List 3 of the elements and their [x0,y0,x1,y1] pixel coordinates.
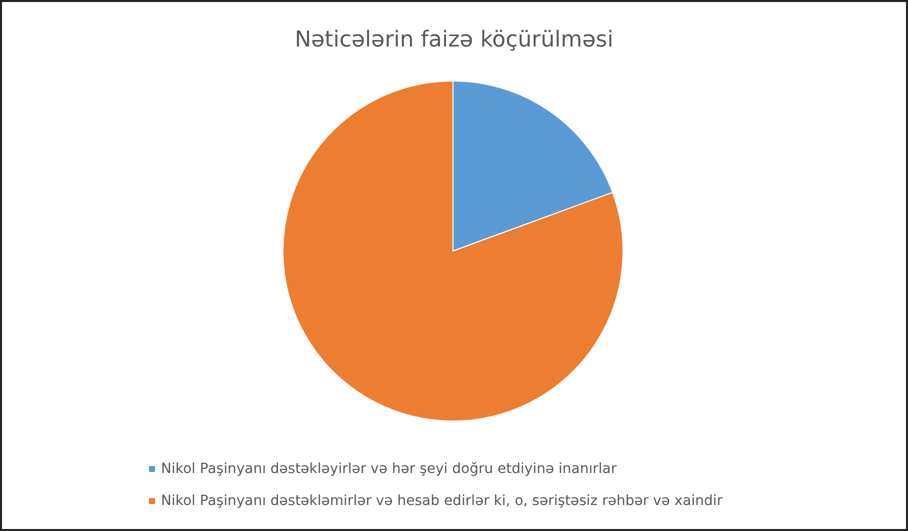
legend-label: Nikol Paşinyanı dəstəkləyirlər və hər şeyi doğru etdiyinə inanırlar [161,461,617,477]
legend-label: Nikol Paşinyanı dəstəkləmirlər və hesab edirlər ki, o, səriştəsiz rəhbər və xaindir [161,493,723,509]
chart-title: Nəticələrin faizə köçürülməsi [294,28,614,52]
